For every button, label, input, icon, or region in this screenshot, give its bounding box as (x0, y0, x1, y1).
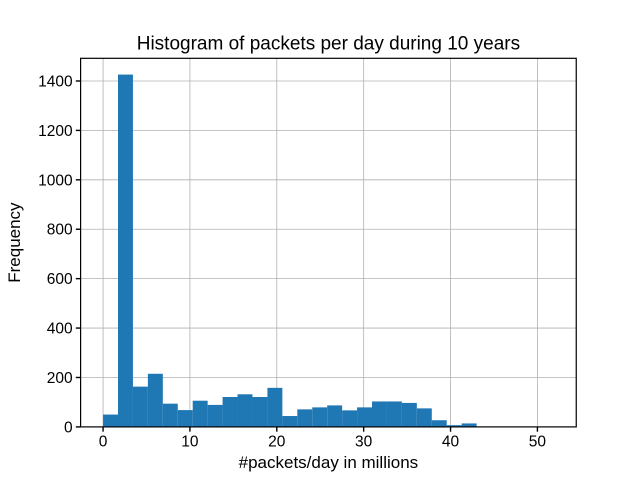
svg-text:30: 30 (355, 433, 373, 450)
svg-text:10: 10 (181, 433, 199, 450)
svg-text:1000: 1000 (38, 172, 73, 189)
svg-text:Frequency: Frequency (5, 202, 24, 283)
svg-text:600: 600 (47, 271, 73, 288)
svg-text:1200: 1200 (38, 123, 73, 140)
svg-text:1400: 1400 (38, 73, 73, 90)
svg-text:#packets/day in millions: #packets/day in millions (239, 453, 419, 472)
svg-text:800: 800 (47, 222, 73, 239)
svg-text:20: 20 (268, 433, 286, 450)
svg-text:0: 0 (64, 419, 73, 436)
svg-text:Histogram of packets per day d: Histogram of packets per day during 10 y… (137, 33, 520, 54)
svg-text:50: 50 (529, 433, 547, 450)
svg-text:0: 0 (99, 433, 108, 450)
svg-text:40: 40 (442, 433, 460, 450)
svg-text:400: 400 (47, 321, 73, 338)
svg-text:200: 200 (47, 370, 73, 387)
